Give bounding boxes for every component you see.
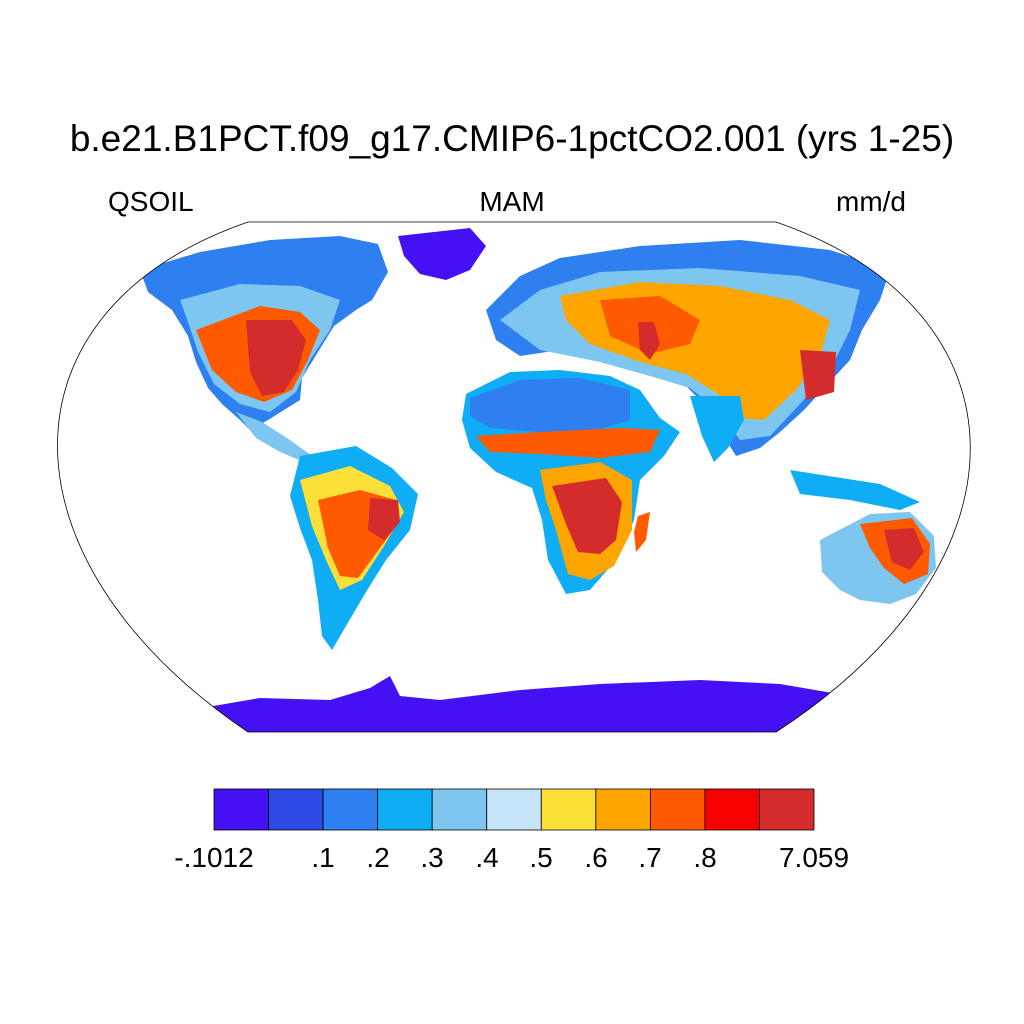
colorbar-label: .4 [475,842,499,873]
colorbar-label: .7 [638,842,662,873]
africa-south-peak [552,478,622,554]
colorbar-label: .3 [420,842,444,873]
colorbar-box [377,788,433,831]
greenland [398,228,486,280]
season-label: MAM [479,186,545,217]
colorbar-box [595,788,651,831]
china-hot [800,350,836,400]
colorbar-label: 7.059 [778,842,850,873]
units-label: mm/d [836,186,906,217]
colorbar-box [431,788,488,831]
colorbar-box [213,788,269,831]
australia-peak [884,528,924,570]
colorbar-box [540,788,597,831]
variable-label: QSOIL [108,186,194,217]
land-fields [140,228,971,732]
colorbar-box [759,788,815,831]
antarctica [180,676,860,732]
colorbar-box [322,788,379,831]
map-outline [57,221,971,733]
colorbar-label: .2 [366,842,390,873]
colorbar-box [704,788,760,831]
sahel-warm [476,428,660,458]
colorbar-label: .1 [311,842,335,873]
colorbar-box [268,788,324,831]
colorbar-label: -.1012 [174,842,254,873]
maritime-continent [790,470,920,510]
central-america [236,412,312,462]
colorbar-box [649,788,706,831]
madagascar [634,512,650,552]
caspian-hot [638,322,660,360]
colorbar-label: .8 [693,842,717,873]
colorbar-boxes [213,788,815,831]
north-america-peak [246,320,306,396]
colorbar-label: .6 [584,842,608,873]
sahara [470,378,630,432]
india-peninsula [690,396,744,462]
plot-title: b.e21.B1PCT.f09_g17.CMIP6-1pctCO2.001 (y… [69,118,955,159]
colorbar-box [486,788,542,831]
south-america-peak [368,498,400,540]
colorbar-label: .5 [529,842,553,873]
